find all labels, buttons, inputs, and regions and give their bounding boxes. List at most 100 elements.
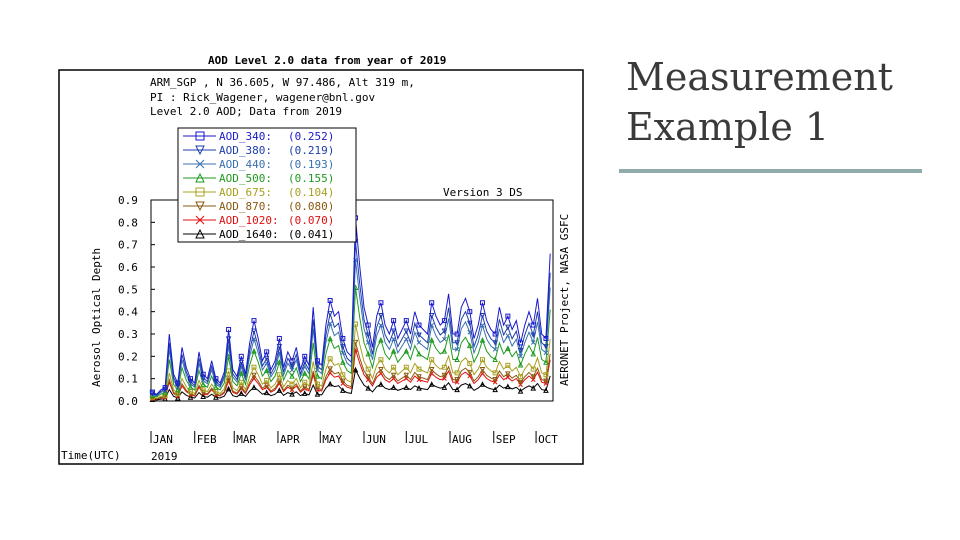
data-point	[327, 356, 333, 362]
data-point	[251, 364, 257, 370]
data-point	[251, 348, 257, 354]
x-month-label: JUL	[408, 433, 428, 446]
legend-name: AOD_500:	[219, 172, 272, 185]
data-point	[517, 388, 524, 394]
data-point	[505, 313, 511, 319]
legend-entry-aod-675: AOD_675: (0.104)	[183, 186, 334, 199]
data-point	[505, 345, 511, 351]
data-point	[416, 384, 422, 391]
data-point	[454, 331, 460, 337]
data-point	[479, 367, 486, 373]
data-point	[505, 333, 511, 339]
data-point	[314, 358, 320, 364]
data-point	[441, 364, 447, 370]
slide-title-line-1: Measurement	[626, 55, 893, 99]
series-aod-675	[149, 321, 551, 400]
data-point	[479, 381, 486, 387]
header-line-2: PI : Rick_Wagener, wagener@bnl.gov	[150, 91, 376, 104]
data-point	[276, 335, 282, 341]
y-tick-label: 0.2	[118, 350, 138, 363]
data-series	[149, 215, 551, 402]
legend-name: AOD_870:	[219, 200, 272, 213]
data-point	[200, 381, 206, 387]
legend-entry-aod-1640: AOD_1640: (0.041)	[183, 228, 334, 241]
x-month-label: SEP	[496, 433, 516, 446]
data-point	[390, 372, 397, 379]
data-point	[289, 358, 295, 364]
data-point	[442, 336, 447, 342]
data-point	[466, 382, 473, 389]
data-point	[403, 336, 409, 342]
data-point	[238, 370, 245, 376]
y-tick-label: 0.5	[118, 283, 138, 296]
legend-name: AOD_440:	[219, 158, 272, 171]
data-point	[466, 369, 473, 376]
data-point	[492, 377, 498, 383]
data-point	[391, 318, 397, 324]
data-point	[264, 349, 270, 355]
data-point	[365, 322, 371, 328]
x-axis-label: Time(UTC)	[61, 449, 121, 462]
x-month-label: MAY	[322, 433, 342, 446]
data-point	[441, 328, 448, 335]
data-point	[238, 390, 245, 396]
data-point	[518, 374, 524, 380]
version-label: Version 3 DS	[443, 186, 522, 199]
data-point	[238, 379, 244, 385]
data-point	[543, 372, 549, 378]
y-tick-label: 0.0	[118, 395, 138, 408]
data-point	[276, 387, 283, 393]
data-point	[390, 328, 397, 335]
x-ticks: JAN FEB MAR APR MAY JUN JUL AUG SEP OCT	[150, 431, 558, 446]
legend-marker	[195, 172, 205, 183]
legend-entry-aod-340: AOD_340: (0.252)	[183, 130, 334, 143]
data-point	[416, 322, 422, 328]
data-point	[403, 364, 409, 370]
data-point	[225, 385, 232, 392]
data-point	[416, 350, 422, 357]
data-point	[543, 344, 549, 350]
data-point	[454, 356, 460, 362]
legend-entry-aod-870: AOD_870: (0.080)	[183, 200, 334, 213]
slide-title: Measurement Example 1	[626, 52, 946, 152]
legend-marker	[195, 201, 205, 212]
data-point	[466, 342, 473, 349]
legend-marker	[195, 215, 205, 225]
data-point	[174, 394, 181, 401]
data-point	[505, 324, 511, 331]
figure-title: AOD Level 2.0 data from year of 2019	[208, 54, 446, 67]
data-point	[517, 379, 524, 386]
data-point	[314, 381, 320, 387]
data-point	[454, 340, 460, 346]
data-point	[352, 366, 359, 373]
header-line-1: ARM_SGP , N 36.605, W 97.486, Alt 319 m,	[150, 76, 415, 89]
data-point	[403, 384, 410, 390]
data-point	[200, 375, 206, 381]
data-point	[340, 378, 346, 385]
data-point	[187, 394, 194, 400]
series-line	[152, 259, 551, 397]
data-point	[340, 359, 346, 365]
slide-title-line-2: Example 1	[626, 105, 830, 149]
series-line	[152, 287, 551, 398]
title-divider	[619, 169, 922, 173]
data-point	[479, 336, 486, 343]
data-point	[543, 335, 549, 341]
legend-entry-aod-440: AOD_440: (0.193)	[183, 158, 334, 171]
y-tick-label: 0.9	[118, 194, 138, 207]
data-point	[530, 322, 536, 328]
data-point	[441, 318, 447, 324]
legend-name: AOD_1640:	[219, 228, 279, 241]
data-point	[238, 353, 244, 359]
legend-box	[177, 127, 357, 243]
data-point	[428, 367, 435, 373]
data-point	[530, 350, 537, 357]
data-point	[403, 372, 410, 379]
series-line	[152, 217, 551, 395]
data-point	[378, 367, 384, 373]
data-point	[327, 298, 333, 303]
legend-name: AOD_380:	[219, 144, 272, 157]
data-point	[391, 364, 397, 370]
data-point	[492, 356, 498, 362]
data-point	[530, 374, 537, 380]
